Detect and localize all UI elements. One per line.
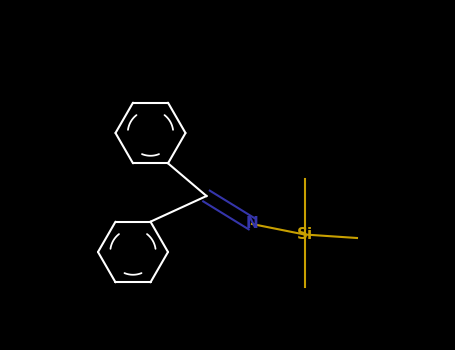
Text: Si: Si	[297, 227, 313, 242]
Text: N: N	[246, 217, 258, 231]
